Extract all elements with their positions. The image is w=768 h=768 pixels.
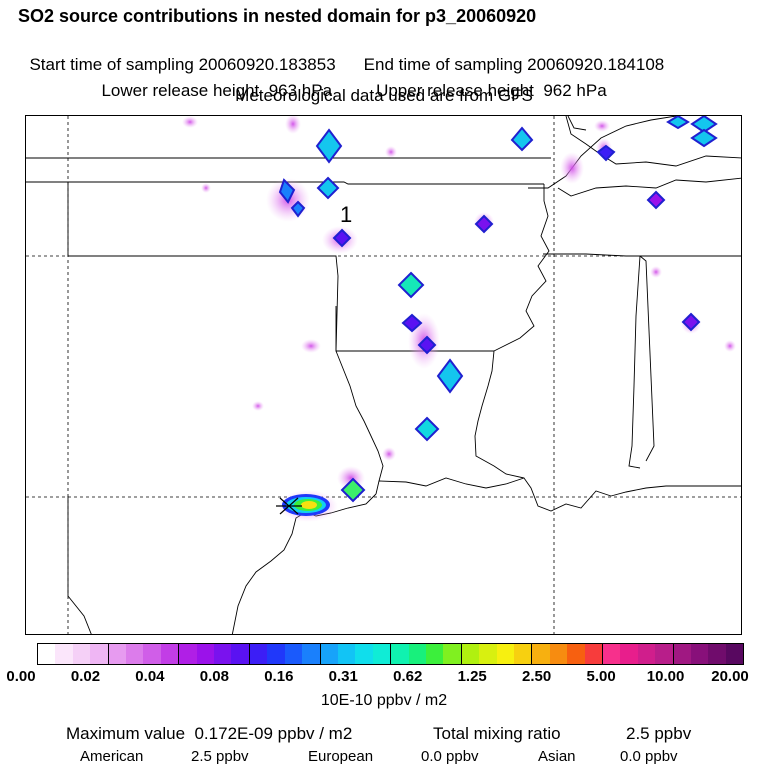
colorbar-tick-labels: 0.00 0.02 0.04 0.08 0.16 0.31 0.62 1.25 2.50 5.00…: [0, 668, 768, 688]
met-data-label: Meteorological data used are from GFS: [235, 86, 533, 105]
release-heights-line: Lower release height 963 hPa Upper releas…: [92, 61, 607, 101]
colorbar-segment: [249, 644, 268, 664]
colorbar-segment: [214, 644, 232, 664]
colorbar-segment: [143, 644, 161, 664]
colorbar-segment: [284, 644, 303, 664]
map-panel: 1: [25, 115, 742, 635]
colorbar-segment: [532, 644, 550, 664]
colorbar-segment: [443, 644, 462, 664]
end-time-label: End time of sampling 20060920.184108: [363, 55, 665, 74]
colorbar-segment: [231, 644, 250, 664]
colorbar-segment: [38, 644, 56, 664]
colorbar-tick-label: 0.02: [70, 668, 101, 685]
colorbar-segment: [691, 644, 709, 664]
colorbar-segment: [160, 644, 180, 664]
colorbar-tick-label: 0.16: [264, 668, 294, 685]
upper-release-label: Upper release height 962 hPa: [376, 81, 607, 100]
sampling-times-line: Start time of sampling 20060920.183853 En…: [20, 35, 664, 75]
colorbar-tick-label: 10.00: [646, 668, 685, 685]
colorbar-tick-label: 5.00: [586, 668, 616, 685]
state-boundaries: [26, 116, 741, 634]
asian-value: 0.0 ppbv: [620, 748, 678, 765]
colorbar-segment: [179, 644, 197, 664]
colorbar-segment: [320, 644, 338, 664]
colorbar-segment: [725, 644, 744, 664]
low-value-diamonds: [278, 144, 701, 355]
plot-title: SO2 source contributions in nested domai…: [18, 6, 537, 26]
map-canvas: 1: [26, 116, 741, 634]
lower-release-label: Lower release height 963 hPa: [101, 81, 333, 100]
colorbar-segment: [302, 644, 321, 664]
colorbar-tick-label: 2.50: [522, 668, 552, 685]
american-value: 2.5 ppbv: [191, 748, 249, 765]
site-marker-label: 1: [340, 202, 352, 227]
colorbar-segment: [567, 644, 585, 664]
colorbar-segment: [90, 644, 109, 664]
colorbar-tick-label: 0.08: [199, 668, 229, 685]
colorbar-segment: [108, 644, 127, 664]
concentration-diamonds: [315, 116, 718, 503]
colorbar-segment: [496, 644, 514, 664]
colorbar-tick-label: 20.00: [711, 668, 749, 685]
colorbar-tick-label: 0.62: [393, 668, 423, 685]
colorbar-segment: [603, 644, 621, 664]
colorbar-segment: [673, 644, 692, 664]
total-mixing-label: Total mixing ratio: [433, 724, 561, 743]
colorbar-segment: [126, 644, 144, 664]
max-value-label: Maximum value 0.172E-09 ppbv / m2: [66, 724, 353, 743]
asian-label: Asian: [538, 748, 576, 765]
colorbar-segment: [267, 644, 285, 664]
colorbar-segment: [513, 644, 533, 664]
european-value: 0.0 ppbv: [421, 748, 479, 765]
american-label: American: [80, 748, 144, 765]
colorbar-segment: [584, 644, 603, 664]
colorbar-segment: [372, 644, 392, 664]
colorbar-segment: [708, 644, 726, 664]
colorbar: [37, 643, 744, 665]
colorbar-tick-label: 0.04: [135, 668, 165, 685]
start-time-label: Start time of sampling 20060920.183853: [29, 55, 336, 74]
total-mixing-value: 2.5 ppbv: [626, 724, 692, 743]
colorbar-segment: [425, 644, 444, 664]
colorbar-segment: [620, 644, 638, 664]
colorbar-segment: [408, 644, 426, 664]
colorbar-segment: [72, 644, 91, 664]
colorbar-segment: [196, 644, 215, 664]
colorbar-units: 10E-10 ppbv / m2: [320, 692, 448, 709]
colorbar-segment: [549, 644, 568, 664]
colorbar-tick-label: 0.31: [328, 668, 358, 685]
colorbar-segment: [655, 644, 674, 664]
colorbar-tick-label: 0.00: [6, 668, 36, 685]
colorbar-segment: [55, 644, 73, 664]
colorbar-segment: [337, 644, 356, 664]
colorbar-segment: [479, 644, 497, 664]
colorbar-tick-label: 1.25: [457, 668, 487, 685]
source-plume: [282, 494, 330, 516]
colorbar-segment: [391, 644, 409, 664]
colorbar-segment: [355, 644, 373, 664]
release-location-marker: [276, 497, 302, 515]
concentration-plume: [182, 116, 736, 522]
european-label: European: [308, 748, 374, 765]
colorbar-segment: [637, 644, 656, 664]
colorbar-segment: [461, 644, 480, 664]
